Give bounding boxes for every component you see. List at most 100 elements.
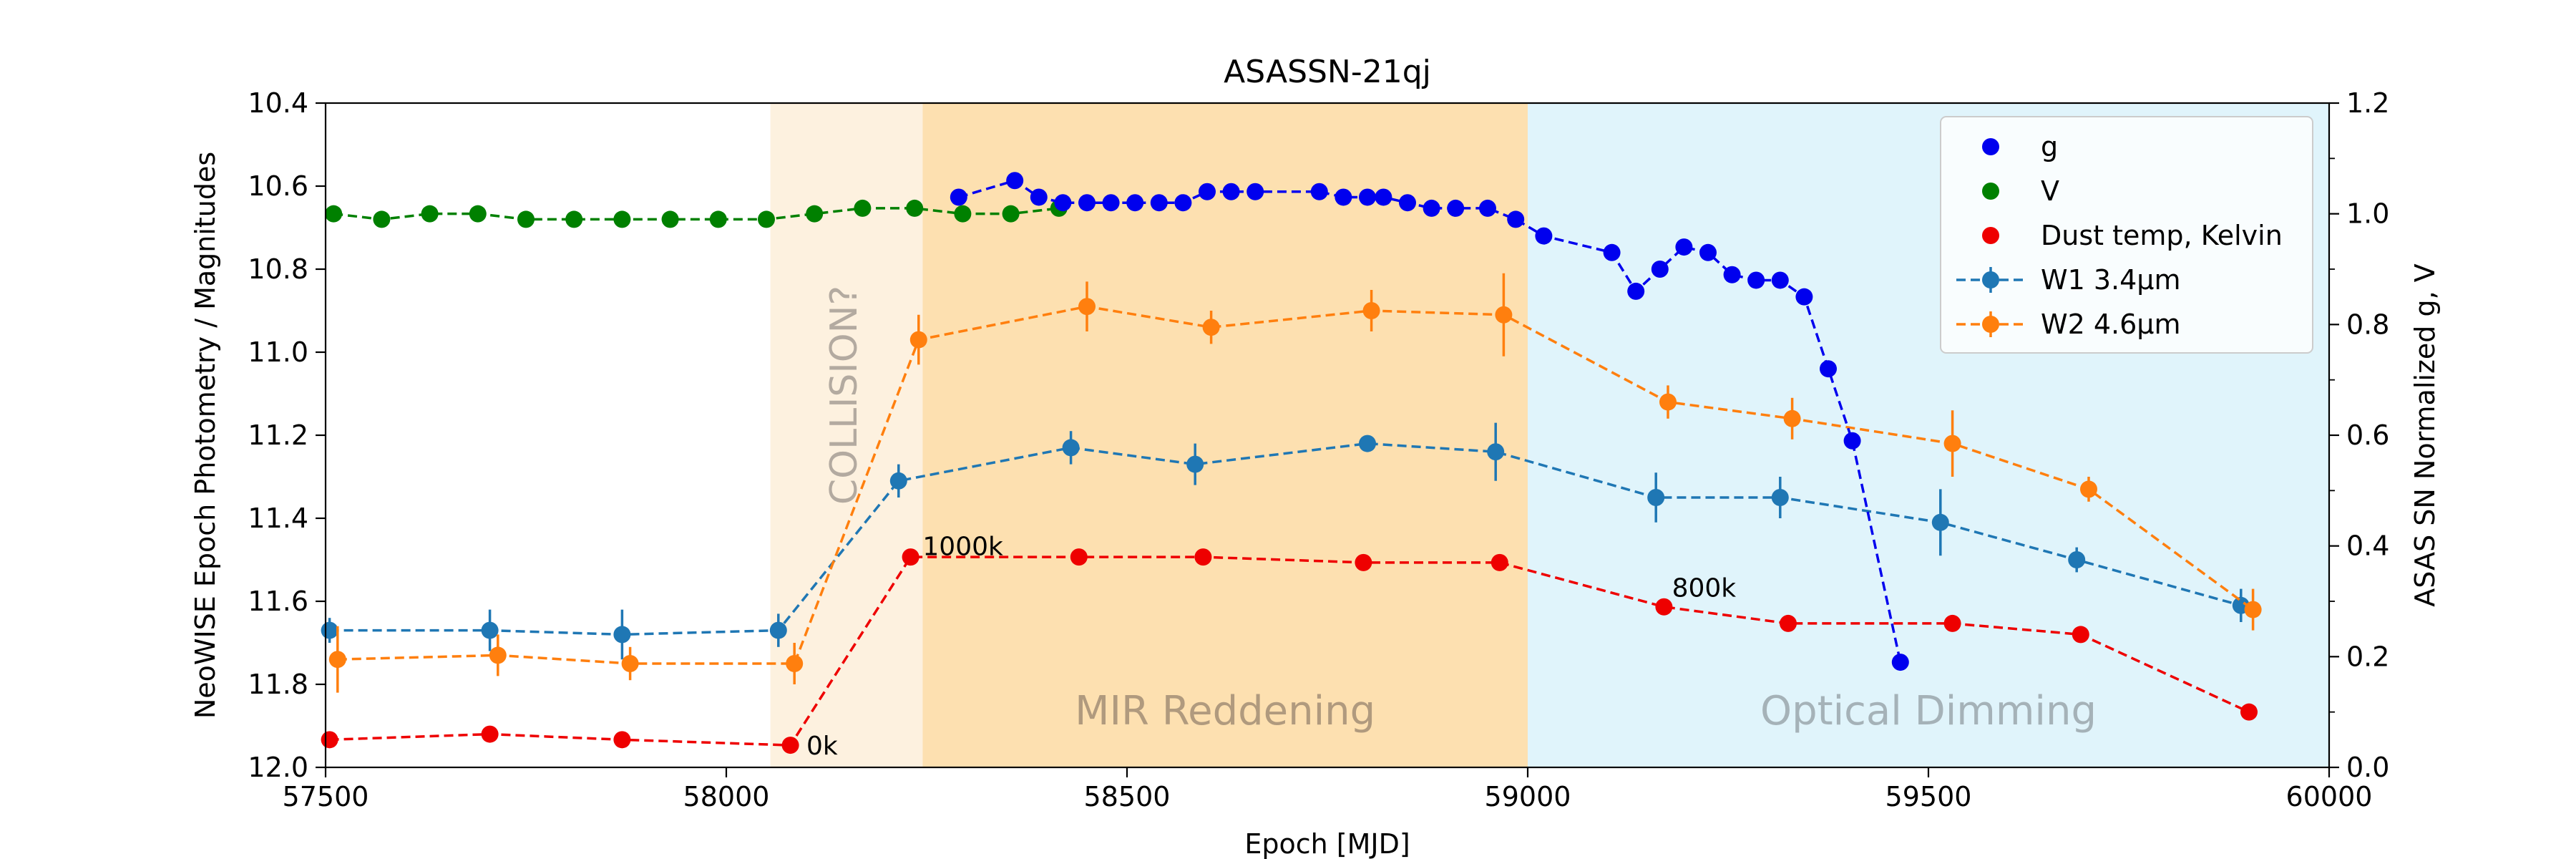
point-0-4 bbox=[1078, 194, 1096, 212]
legend-entry-0: g bbox=[1982, 131, 2058, 162]
y-right-tick-label-2: 0.4 bbox=[2346, 530, 2389, 562]
y-right-tick-label-5: 1.0 bbox=[2346, 198, 2389, 230]
legend-entry-3: W1 3.4µm bbox=[1956, 264, 2180, 296]
point-0-19 bbox=[1479, 199, 1496, 217]
point-0-13 bbox=[1335, 188, 1352, 206]
point-0-23 bbox=[1627, 282, 1645, 300]
point-2-8 bbox=[1491, 553, 1508, 571]
point-1-9 bbox=[758, 210, 775, 228]
point-3-11 bbox=[1931, 513, 1949, 531]
point-1-7 bbox=[661, 210, 679, 228]
point-2-13 bbox=[2240, 703, 2258, 721]
point-1-6 bbox=[613, 210, 631, 228]
point-2-3 bbox=[781, 737, 799, 754]
point-3-1 bbox=[481, 621, 499, 639]
point-0-21 bbox=[1535, 227, 1553, 245]
y-left-tick-label-6: 11.6 bbox=[248, 586, 308, 617]
y-axis-right-label: ASAS SN Normalized g, V bbox=[2409, 263, 2441, 607]
y-left-tick-label-7: 11.8 bbox=[248, 669, 308, 700]
point-0-32 bbox=[1843, 432, 1861, 450]
region-label-2: Optical Dimming bbox=[1760, 688, 2097, 734]
point-2-9 bbox=[1655, 598, 1673, 616]
annotation-2: 800k bbox=[1672, 574, 1737, 603]
point-3-9 bbox=[1647, 489, 1665, 506]
point-0-26 bbox=[1699, 243, 1717, 261]
point-3-0 bbox=[321, 621, 338, 639]
y-right-tick-label-4: 0.8 bbox=[2346, 309, 2389, 340]
legend-marker-4 bbox=[1982, 316, 1999, 333]
point-1-13 bbox=[954, 205, 972, 223]
point-4-11 bbox=[1943, 435, 1961, 452]
point-4-3 bbox=[786, 655, 804, 672]
series-line-1 bbox=[333, 207, 1060, 221]
point-0-20 bbox=[1507, 210, 1525, 228]
annotations: 0k 1000k 800k bbox=[806, 533, 1736, 761]
point-4-12 bbox=[2080, 480, 2097, 498]
point-3-8 bbox=[1487, 443, 1505, 461]
point-0-3 bbox=[1054, 194, 1072, 212]
point-2-2 bbox=[613, 731, 631, 749]
point-0-1 bbox=[1006, 172, 1024, 190]
point-0-11 bbox=[1246, 183, 1264, 200]
x-tick-label-4: 59500 bbox=[1885, 781, 1972, 812]
y-left-tick-label-5: 11.4 bbox=[248, 503, 308, 534]
point-0-22 bbox=[1603, 243, 1621, 261]
point-3-5 bbox=[1062, 439, 1080, 457]
y-right-tick-label-0: 0.0 bbox=[2346, 752, 2389, 783]
region-labels: COLLISION? MIR Reddening Optical Dimming bbox=[823, 286, 2097, 734]
point-0-5 bbox=[1102, 194, 1120, 212]
point-1-5 bbox=[565, 210, 583, 228]
point-2-1 bbox=[481, 725, 499, 743]
x-tick-label-1: 58000 bbox=[683, 781, 770, 812]
point-1-4 bbox=[517, 210, 535, 228]
point-0-24 bbox=[1651, 261, 1669, 278]
legend-entry-1: V bbox=[1982, 175, 2059, 207]
legend-label-1: V bbox=[2041, 175, 2059, 207]
legend-box bbox=[1940, 116, 2313, 354]
point-4-9 bbox=[1659, 393, 1677, 411]
point-0-18 bbox=[1447, 199, 1465, 217]
point-0-12 bbox=[1310, 183, 1328, 200]
series-line-3 bbox=[329, 442, 2242, 636]
legend-marker-0 bbox=[1982, 138, 1999, 155]
point-3-10 bbox=[1771, 489, 1789, 506]
legend-entry-4: W2 4.6µm bbox=[1956, 309, 2180, 340]
point-4-2 bbox=[621, 655, 639, 672]
point-0-16 bbox=[1399, 194, 1416, 212]
point-4-7 bbox=[1362, 302, 1380, 319]
x-axis: 57500 58000 58500 59000 59500 60000 bbox=[283, 767, 2372, 812]
point-4-1 bbox=[489, 646, 507, 664]
point-4-4 bbox=[909, 331, 927, 349]
point-1-14 bbox=[1002, 205, 1020, 223]
point-1-1 bbox=[373, 210, 391, 228]
legend-entry-2: Dust temp, Kelvin bbox=[1982, 220, 2283, 251]
point-2-12 bbox=[2072, 626, 2089, 644]
point-2-5 bbox=[1070, 548, 1088, 566]
point-0-2 bbox=[1030, 188, 1048, 206]
y-left-tick-label-4: 11.2 bbox=[248, 419, 308, 451]
point-0-25 bbox=[1675, 238, 1693, 256]
point-0-17 bbox=[1423, 199, 1440, 217]
legend-label-2: Dust temp, Kelvin bbox=[2041, 220, 2283, 251]
point-1-10 bbox=[806, 205, 824, 223]
x-tick-label-3: 59000 bbox=[1485, 781, 1571, 812]
series-3 bbox=[321, 422, 2250, 660]
series-line-2 bbox=[329, 555, 2250, 747]
point-2-10 bbox=[1780, 614, 1797, 632]
series-4 bbox=[328, 273, 2262, 693]
point-0-14 bbox=[1359, 188, 1376, 206]
point-2-6 bbox=[1194, 548, 1212, 566]
point-1-3 bbox=[469, 205, 487, 223]
y-left-tick-label-0: 10.4 bbox=[248, 87, 308, 119]
point-3-12 bbox=[2068, 551, 2086, 568]
point-3-4 bbox=[889, 472, 907, 490]
series-layer bbox=[321, 172, 2262, 754]
series-1 bbox=[325, 199, 1068, 228]
legend: gV Dust temp, Kelvin W1 3.4µm W2 4.6µm bbox=[1940, 116, 2313, 354]
series-line-0 bbox=[958, 179, 1902, 663]
region-label-collision: COLLISION? bbox=[823, 286, 866, 505]
point-0-6 bbox=[1126, 194, 1144, 212]
point-1-2 bbox=[421, 205, 439, 223]
x-axis-label: Epoch [MJD] bbox=[1244, 828, 1410, 859]
